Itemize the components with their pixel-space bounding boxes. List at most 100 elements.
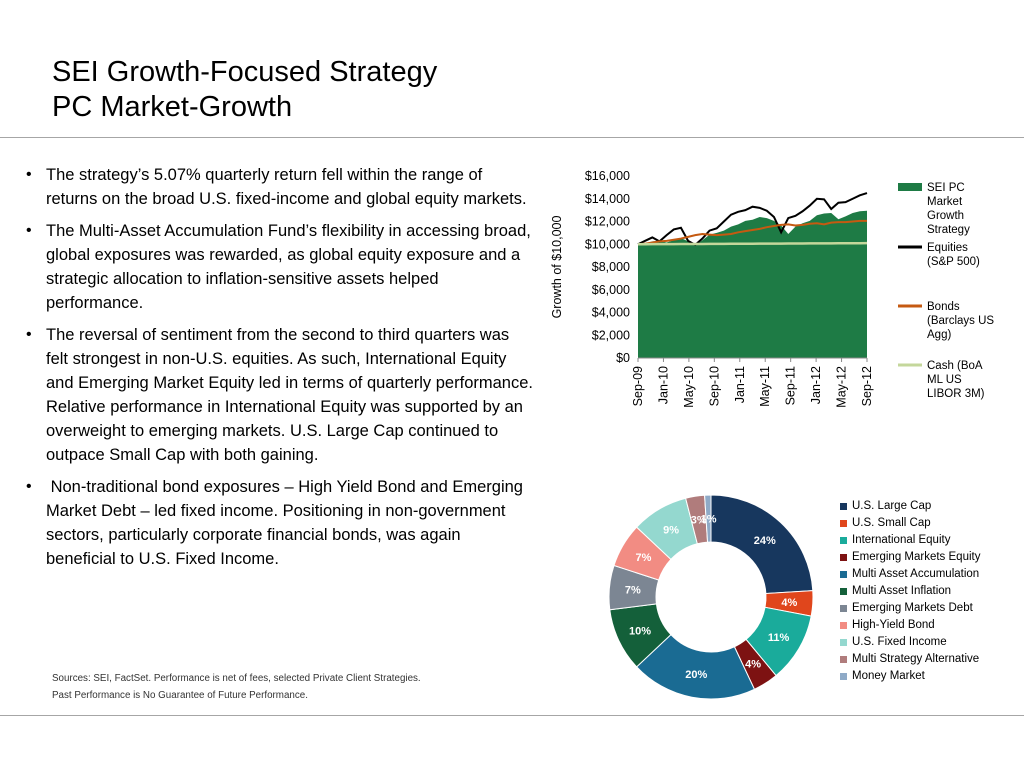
legend-swatch	[840, 622, 847, 629]
legend-swatch	[840, 588, 847, 595]
x-tick-label: Jan-10	[656, 366, 670, 404]
bullet-marker: •	[26, 166, 32, 183]
donut-slice-label: 11%	[768, 632, 790, 644]
legend-item: U.S. Small Cap	[840, 515, 980, 532]
legend-swatch	[840, 605, 847, 612]
sources-line: Sources: SEI, FactSet. Performance is ne…	[52, 673, 421, 684]
legend-label-line: (Barclays US	[927, 315, 994, 327]
legend-label: Multi Asset Inflation	[852, 585, 952, 597]
series-line	[637, 192, 868, 247]
donut-slice	[704, 494, 712, 543]
series-line	[637, 241, 868, 246]
y-tick-label: $2,000	[592, 328, 630, 342]
legend-label: U.S. Fixed Income	[852, 636, 947, 648]
legend-item: Multi Asset Accumulation	[840, 566, 980, 583]
x-tick-label: Sep-10	[707, 366, 721, 406]
legend-label: Multi Strategy Alternative	[852, 653, 980, 665]
bullet-marker: •	[26, 326, 32, 343]
legend-swatch	[840, 639, 847, 646]
y-axis-title: Growth of $10,000	[550, 216, 564, 319]
legend-label-line: SEI PC	[927, 182, 965, 194]
commentary-text: Non-traditional bond exposures – High Yi…	[46, 478, 528, 568]
legend-label-line: ML US	[927, 374, 962, 386]
commentary-item: • The strategy’s 5.07% quarterly return f…	[24, 163, 534, 211]
series-line	[637, 219, 867, 246]
legend-label: U.S. Small Cap	[852, 517, 931, 529]
commentary-item: • Non-traditional bond exposures – High …	[24, 475, 534, 571]
legend-swatch	[898, 183, 922, 191]
x-tick-label: May-11	[758, 366, 772, 407]
bullet-marker: •	[26, 222, 32, 239]
legend-item: Multi Asset Inflation	[840, 583, 980, 600]
y-tick-label: $14,000	[585, 192, 630, 206]
donut-slice-label: 4%	[781, 597, 797, 609]
legend-label-line: Cash (BoA	[927, 360, 983, 372]
legend-label-line: Market	[927, 196, 963, 208]
slide-title: SEI Growth-Focused Strategy PC Market-Gr…	[52, 55, 752, 125]
legend-label-line: Bonds	[927, 301, 960, 313]
donut-slice-label: 4%	[745, 658, 761, 670]
legend-swatch	[840, 656, 847, 663]
legend-label: High-Yield Bond	[852, 619, 935, 631]
x-tick-label: Jan-12	[809, 366, 823, 404]
y-tick-label: $0	[616, 351, 630, 365]
y-tick-label: $16,000	[585, 169, 630, 183]
allocation-legend: U.S. Large Cap U.S. Small Cap Internationa…	[840, 498, 980, 685]
donut-slice-label: 7%	[635, 552, 651, 564]
commentary-item: • The reversal of sentiment from the seco…	[24, 323, 534, 467]
sources-footnote: Sources: SEI, FactSet. Performance is ne…	[52, 670, 572, 704]
commentary-item: • The Multi-Asset Accumulation Fund’s fle…	[24, 219, 534, 315]
allocation-donut-chart: 24% 4% 11% 4% 20% 10% 7% 7% 9% 3%1%	[608, 494, 814, 700]
donut-slice-label: 24%	[754, 535, 776, 547]
legend-label: Bonds (Barclays US Agg)	[927, 301, 994, 341]
legend-label: Cash (BoA ML US LIBOR 3M)	[927, 360, 985, 400]
legend-label: Equities (S&P 500)	[927, 242, 980, 268]
legend-swatch	[840, 537, 847, 544]
x-tick-label: Sep-09	[631, 366, 645, 406]
bullet-marker: •	[26, 478, 32, 495]
legend-swatch	[840, 520, 847, 527]
x-tick-label: Sep-11	[784, 366, 798, 405]
commentary-list: • The strategy’s 5.07% quarterly return f…	[24, 163, 534, 579]
x-tick-label: Sep-12	[860, 366, 874, 406]
y-tick-label: $4,000	[592, 306, 630, 320]
legend-label: Multi Asset Accumulation	[852, 568, 980, 580]
legend-item: Emerging Markets Debt	[840, 600, 980, 617]
legend-label-line: Growth	[927, 210, 964, 222]
legend-item: International Equity	[840, 532, 980, 549]
y-tick-label: $10,000	[585, 237, 630, 251]
legend-item: High-Yield Bond	[840, 617, 980, 634]
series-area	[638, 210, 867, 358]
legend-label: Emerging Markets Equity	[852, 551, 981, 563]
legend-item: Emerging Markets Equity	[840, 549, 980, 566]
y-tick-label: $8,000	[592, 260, 630, 274]
x-tick-label: Jan-11	[733, 366, 747, 403]
legend-swatch	[840, 571, 847, 578]
donut-slice-label: 10%	[629, 625, 651, 637]
footer-divider	[0, 715, 1024, 716]
legend-swatch	[840, 554, 847, 561]
disclaimer-line: Past Performance is No Guarantee of Futu…	[52, 690, 308, 701]
title-divider	[0, 137, 1024, 138]
title-line-1: SEI Growth-Focused Strategy	[52, 56, 438, 88]
donut-slice-label: 3%	[691, 514, 707, 526]
donut-slice-label: 7%	[625, 585, 641, 597]
donut-slice-label: 9%	[663, 524, 679, 536]
legend-item: U.S. Fixed Income	[840, 634, 980, 651]
legend-label: International Equity	[852, 534, 951, 546]
commentary-text: The Multi-Asset Accumulation Fund’s flex…	[46, 222, 531, 312]
legend-item: U.S. Large Cap	[840, 498, 980, 515]
growth-line-chart: $0 $2,000 $4,000 $6,000 $8,000 $10,000 $12,000…	[550, 169, 994, 408]
donut-slice-label: 20%	[685, 669, 707, 681]
commentary-text: The strategy’s 5.07% quarterly return fe…	[46, 166, 527, 208]
donut-slice	[710, 494, 814, 595]
legend-label: Money Market	[852, 670, 925, 682]
legend-swatch	[840, 503, 847, 510]
legend-label-line: Agg)	[927, 329, 951, 341]
x-tick-label: May-12	[835, 366, 849, 408]
y-tick-label: $6,000	[592, 283, 630, 297]
legend-swatch	[840, 673, 847, 680]
title-line-2: PC Market-Growth	[52, 91, 293, 123]
y-tick-label: $12,000	[585, 215, 630, 229]
legend-label: Emerging Markets Debt	[852, 602, 973, 614]
